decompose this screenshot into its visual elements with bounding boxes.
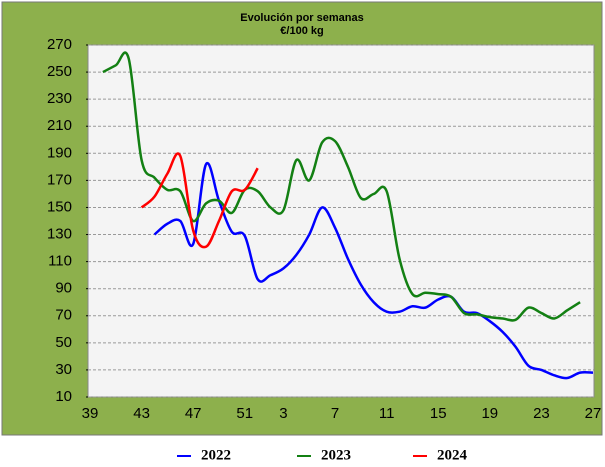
y-tick-label: 50: [55, 334, 72, 351]
y-tick-label: 210: [47, 117, 72, 134]
y-tick-label: 130: [47, 226, 72, 243]
plot-area: [87, 44, 595, 398]
y-tick-label: 90: [55, 280, 72, 297]
x-tick-label: 3: [279, 405, 287, 422]
series-line: [102, 51, 581, 322]
y-tick-label: 10: [55, 388, 72, 405]
x-tick-label: 15: [430, 405, 447, 422]
series-line: [140, 152, 259, 249]
chart-title: Evolución por semanas: [240, 12, 363, 24]
y-tick-label: 190: [47, 144, 72, 161]
x-tick-label: 39: [82, 405, 99, 422]
y-tick-label: 150: [47, 198, 72, 215]
y-tick-label: 70: [55, 307, 72, 324]
x-tick-label: 11: [379, 405, 395, 422]
legend-label: 2022: [201, 447, 231, 462]
series-line: [153, 161, 594, 380]
x-tick-label: 19: [481, 405, 498, 422]
y-tick-label: 270: [47, 36, 72, 53]
y-tick-label: 110: [48, 253, 72, 270]
x-tick-label: 7: [331, 405, 339, 422]
y-tick-label: 170: [47, 171, 72, 188]
y-tick-label: 230: [47, 90, 72, 107]
x-tick-label: 23: [533, 405, 550, 422]
chart-subtitle: €/100 kg: [280, 25, 323, 37]
legend-label: 2023: [321, 447, 351, 462]
x-tick-label: 47: [185, 405, 202, 422]
x-tick-label: 51: [236, 405, 253, 422]
x-tick-label: 43: [133, 405, 150, 422]
y-tick-label: 30: [55, 361, 72, 378]
y-tick-label: 250: [47, 63, 72, 80]
x-tick-label: 27: [585, 405, 602, 422]
legend-label: 2024: [437, 447, 468, 462]
